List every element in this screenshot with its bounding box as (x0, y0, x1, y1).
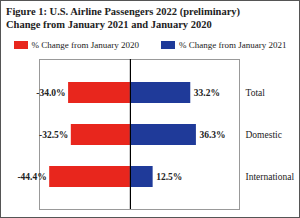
svg-text:-34.0%: -34.0% (36, 88, 65, 98)
svg-text:12.5%: 12.5% (156, 172, 182, 182)
svg-text:-32.5%: -32.5% (39, 130, 68, 140)
svg-text:International: International (246, 172, 295, 182)
svg-text:-44.4%: -44.4% (17, 172, 46, 182)
html-text:Figure 1: U.S. Airline Passeng: Figure 1: U.S. Airline Passengers 2022 (… (6, 6, 241, 17)
svg-text:Domestic: Domestic (246, 130, 282, 140)
html-text:% Change from January 2021: % Change from January 2021 (179, 40, 287, 50)
svg-text:33.2%: 33.2% (194, 88, 220, 98)
svg-text:36.3%: 36.3% (199, 130, 225, 140)
svg-text:Total: Total (246, 88, 266, 98)
html-text:% Change from January 2020: % Change from January 2020 (31, 40, 139, 50)
html-text:Change from January 2021 and J: Change from January 2021 and January 202… (6, 19, 212, 30)
